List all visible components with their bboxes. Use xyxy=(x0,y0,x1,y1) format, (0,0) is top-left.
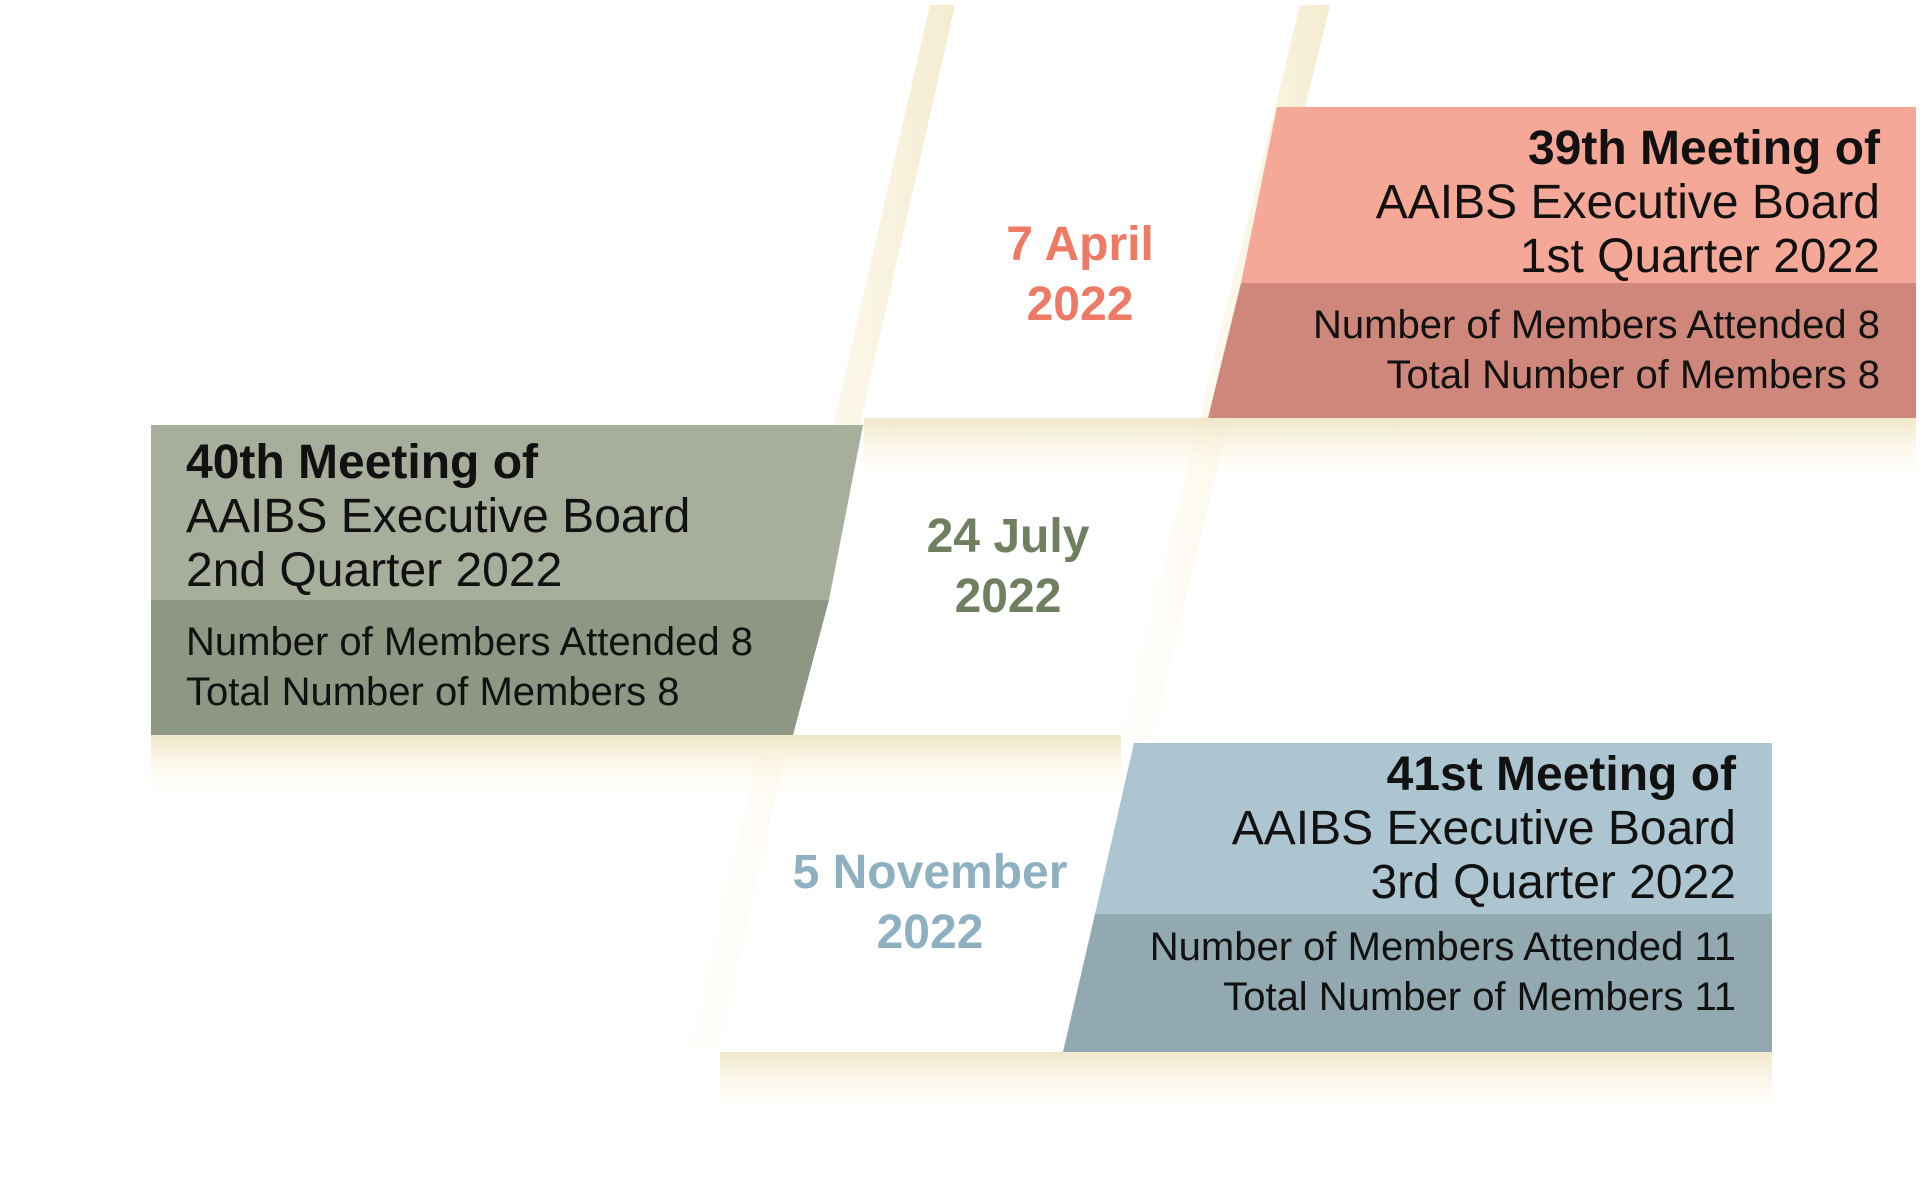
members-total: Total Number of Members 11 xyxy=(1223,975,1736,1019)
date-day: 5 November xyxy=(792,846,1068,899)
members-attended: Number of Members Attended 8 xyxy=(186,620,753,664)
date-year: 2022 xyxy=(1026,278,1134,331)
date-day: 24 July xyxy=(926,510,1090,563)
card-q3-header-bg xyxy=(1095,743,1772,914)
card-q1-header: 39th Meeting of AAIBS Executive Board 1s… xyxy=(1180,122,1880,285)
meeting-title: 41st Meeting of xyxy=(1386,748,1736,801)
board-name: AAIBS Executive Board xyxy=(186,490,691,544)
members-total: Total Number of Members 8 xyxy=(1386,353,1880,397)
card-q2-stats: Number of Members Attended 8 Total Numbe… xyxy=(186,617,846,717)
date-q2: 24 July 2022 xyxy=(868,507,1148,627)
card-q3-stats-bg xyxy=(1063,914,1772,1052)
date-q1: 7 April 2022 xyxy=(940,215,1220,335)
card-q1-stats-bg xyxy=(1208,283,1916,418)
card-q2-header: 40th Meeting of AAIBS Executive Board 2n… xyxy=(186,436,846,599)
members-attended: Number of Members Attended 8 xyxy=(1313,303,1880,347)
date-q3: 5 November 2022 xyxy=(770,843,1090,963)
card-q1-stats: Number of Members Attended 8 Total Numbe… xyxy=(1180,300,1880,400)
date-year: 2022 xyxy=(954,570,1062,623)
date-year: 2022 xyxy=(876,906,984,959)
members-attended: Number of Members Attended 11 xyxy=(1149,925,1736,969)
quarter-label: 2nd Quarter 2022 xyxy=(186,544,563,598)
members-total: Total Number of Members 8 xyxy=(186,670,680,714)
card-q2-stats-bg xyxy=(151,600,829,735)
card-q2-header-bg xyxy=(151,425,863,600)
card-q3-header: 41st Meeting of AAIBS Executive Board 3r… xyxy=(1036,748,1736,911)
board-name: AAIBS Executive Board xyxy=(1231,802,1736,856)
card-shadow-q3 xyxy=(720,1052,1772,1108)
date-day: 7 April xyxy=(1006,218,1154,271)
card-shadow-q2 xyxy=(151,735,1121,791)
meeting-title: 40th Meeting of xyxy=(186,436,539,489)
meeting-title: 39th Meeting of xyxy=(1527,122,1880,175)
card-q1-header-bg xyxy=(1241,107,1916,283)
board-name: AAIBS Executive Board xyxy=(1375,176,1880,230)
card-q3-stats: Number of Members Attended 11 Total Numb… xyxy=(1036,922,1736,1022)
card-shadow-q1 xyxy=(864,418,1916,474)
quarter-label: 1st Quarter 2022 xyxy=(1519,230,1880,284)
quarter-label: 3rd Quarter 2022 xyxy=(1370,856,1736,910)
